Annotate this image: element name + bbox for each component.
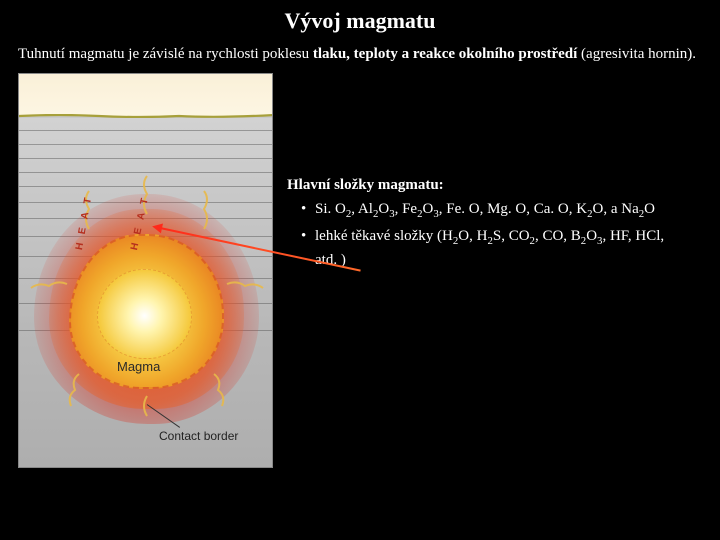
oxides-line: Si. O2, Al2O3, Fe2O3, Fe. O, Mg. O, Ca. … xyxy=(315,201,655,217)
list-item: Si. O2, Al2O3, Fe2O3, Fe. O, Mg. O, Ca. … xyxy=(301,199,687,223)
list-item: lehké těkavé složky (H2O, H2S, CO2, CO, … xyxy=(301,226,687,271)
heat-arrows-icon xyxy=(19,74,273,468)
page-title: Vývoj magmatu xyxy=(0,0,720,40)
intro-paragraph: Tuhnutí magmatu je závislé na rychlosti … xyxy=(0,40,720,73)
volatiles-line: lehké těkavé složky (H2O, H2S, CO2, CO, … xyxy=(315,228,664,268)
components-panel: Hlavní složky magmatu: Si. O2, Al2O3, Fe… xyxy=(287,73,687,276)
magma-label: Magma xyxy=(117,359,160,374)
components-list: Si. O2, Al2O3, Fe2O3, Fe. O, Mg. O, Ca. … xyxy=(287,199,687,272)
components-heading: Hlavní složky magmatu: xyxy=(287,175,687,197)
intro-text-1: Tuhnutí magmatu je závislé na rychlosti … xyxy=(18,46,313,62)
contact-border-label: Contact border xyxy=(159,429,238,443)
magma-diagram: H E A T H E A T Magma Contact border xyxy=(18,73,273,468)
intro-bold: tlaku, teploty a reakce okolního prostře… xyxy=(313,46,577,62)
intro-tail: (agresivita hornin). xyxy=(577,46,696,62)
